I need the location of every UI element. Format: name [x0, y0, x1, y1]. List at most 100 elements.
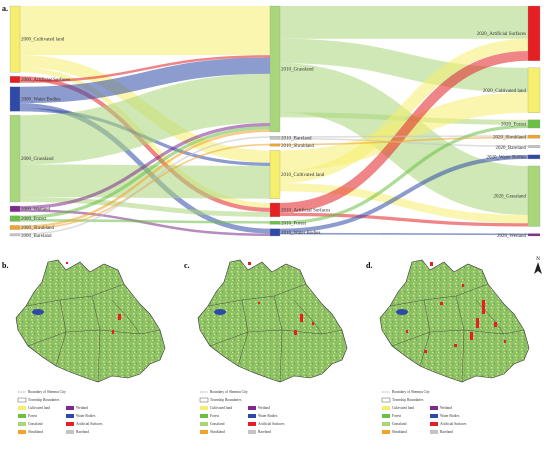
- water-body: [396, 309, 408, 315]
- sankey-link-b2010-b2020: [279, 137, 529, 148]
- artificial-patch: [482, 300, 485, 314]
- township-boundary: [209, 331, 249, 347]
- sankey-node-b2000: [9, 233, 21, 237]
- map-panel-b: b. Boundary of Shenmu City Township Bound…: [2, 259, 166, 434]
- sankey-link-c2010-g2020: [279, 183, 529, 224]
- legend-label-wetland: Wetland: [440, 406, 452, 410]
- sankey-node-f2020: [527, 119, 541, 129]
- legend-swatch-water: [430, 414, 438, 418]
- artificial-patch: [300, 314, 303, 322]
- sankey-node-c2000: [9, 5, 21, 73]
- legend-label-forest: Forest: [210, 414, 219, 418]
- sankey-node-b2010: [269, 136, 281, 140]
- panel-b-label: b.: [2, 261, 8, 270]
- sankey-links: [19, 5, 529, 236]
- legend-label-shrubland: Shrubland: [28, 430, 43, 434]
- township-boundary: [247, 329, 283, 333]
- legend-label-township: Township Boundaries: [28, 398, 60, 402]
- legend-swatch-forest: [18, 414, 26, 418]
- panel-a-label: a.: [2, 4, 8, 13]
- sankey-link-g2000-c2010: [19, 164, 271, 199]
- map-b: Boundary of Shenmu City Township Boundari…: [15, 259, 166, 434]
- map-region-c: [197, 259, 348, 383]
- sankey-link-f2000-f2010: [19, 219, 271, 224]
- map-legend-b: Boundary of Shenmu City Township Boundari…: [17, 390, 103, 434]
- sankey-node-label-f2020: 2020_Forest: [501, 122, 527, 127]
- artificial-patch: [248, 262, 251, 265]
- legend-swatch-forest: [200, 414, 208, 418]
- artificial-patch: [406, 330, 408, 333]
- sankey-node-label-s2000: 2000_Shrubland: [21, 226, 55, 231]
- legend-swatch-grassland: [200, 422, 208, 426]
- legend-label-boundary_city: Boundary of Shenmu City: [392, 390, 430, 394]
- north-arrow-icon: N: [534, 257, 542, 274]
- north-label: N: [536, 257, 540, 262]
- township-boundary: [389, 283, 489, 307]
- legend-label-artificial: Artificial Surfaces: [258, 422, 285, 426]
- township-boundary: [207, 283, 307, 307]
- legend-swatch-water: [66, 414, 74, 418]
- sankey-link-s2000-g2010: [19, 129, 271, 228]
- legend-swatch-wetland: [430, 406, 438, 410]
- sankey-node-we2000: [9, 205, 21, 212]
- sankey-link-f2000-g2010: [19, 126, 271, 220]
- artificial-patch: [312, 322, 314, 325]
- legend-swatch-wetland: [248, 406, 256, 410]
- township-boundary: [25, 283, 125, 307]
- sankey-link-s2010-s2020: [279, 136, 529, 146]
- legend-label-grassland: Grassland: [28, 422, 43, 426]
- legend-swatch-bareland: [430, 430, 438, 434]
- legend-swatch-artificial: [248, 422, 256, 426]
- sankey-node-label-a2010: 2010_Artificial Surfaces: [281, 208, 330, 213]
- sankey-link-g2000-g2010: [19, 73, 271, 165]
- sankey-node-a2010: [269, 202, 281, 218]
- sankey-node-w2010: [269, 228, 281, 237]
- legend-swatch-shrubland: [200, 430, 208, 434]
- legend-label-water: Water Bodies: [76, 414, 96, 418]
- sankey-node-label-g2010: 2010_Grassland: [281, 67, 314, 72]
- sankey-node-g2010: [269, 5, 281, 133]
- map-panel-d: d. N Boundary of Shenmu City Township Bou…: [366, 257, 542, 434]
- legend-label-boundary_city: Boundary of Shenmu City: [210, 390, 248, 394]
- legend-label-artificial: Artificial Surfaces: [76, 422, 103, 426]
- artificial-patch: [294, 330, 297, 335]
- sankey-link-we2000-w2010: [19, 209, 271, 236]
- legend-label-grassland: Grassland: [210, 422, 225, 426]
- sankey-node-label-a2000: 2000_Artificial Surfaces: [21, 78, 70, 83]
- sankey-node-f2010: [269, 220, 281, 225]
- sankey-node-label-we2000: 2000_Wetland: [21, 207, 51, 212]
- sankey-node-label-b2020: 2020_Bareland: [495, 146, 526, 151]
- sankey-node-c2010: [269, 150, 281, 199]
- sankey-node-s2010: [269, 143, 281, 147]
- map-legend-c: Boundary of Shenmu City Township Boundari…: [199, 390, 285, 434]
- legend-label-cultivated: Cultivated land: [28, 406, 50, 410]
- sankey-link-a2000-g2010: [19, 55, 271, 83]
- artificial-patch: [470, 332, 473, 340]
- map-legend-d: Boundary of Shenmu City Township Boundari…: [381, 390, 467, 434]
- sankey-node-c2020: [527, 67, 541, 113]
- panel-c-label: c.: [184, 261, 190, 270]
- artificial-patch: [258, 302, 260, 304]
- sankey-node-label-w2000: 2000_Water Bodies: [21, 98, 61, 103]
- sankey-link-w2000-g2010: [19, 57, 271, 104]
- legend-swatch-artificial: [430, 422, 438, 426]
- legend-label-water: Water Bodies: [258, 414, 278, 418]
- legend-label-bareland: Bareland: [258, 430, 271, 434]
- sankey-node-label-s2020: 2020_Shrubland: [493, 136, 527, 141]
- legend-swatch-cultivated: [382, 406, 390, 410]
- township-boundary: [293, 299, 323, 335]
- sankey-link-g2010-c2020: [279, 38, 529, 93]
- township-boundary: [391, 331, 431, 347]
- legend-swatch-wetland: [66, 406, 74, 410]
- artificial-patch: [454, 344, 457, 347]
- water-body: [214, 309, 226, 315]
- sankey-link-f2010-f2020: [279, 124, 529, 225]
- sankey-node-label-s2010: 2010_Shrubland: [281, 144, 315, 149]
- map-region-b: [15, 259, 166, 383]
- legend-swatch-cultivated: [200, 406, 208, 410]
- map-panel-c: c. Boundary of Shenmu City Township Bound…: [184, 259, 348, 434]
- sankey-node-label-b2000: 2000_Bareland: [21, 234, 52, 239]
- legend-swatch-grassland: [18, 422, 26, 426]
- legend-label-bareland: Bareland: [76, 430, 89, 434]
